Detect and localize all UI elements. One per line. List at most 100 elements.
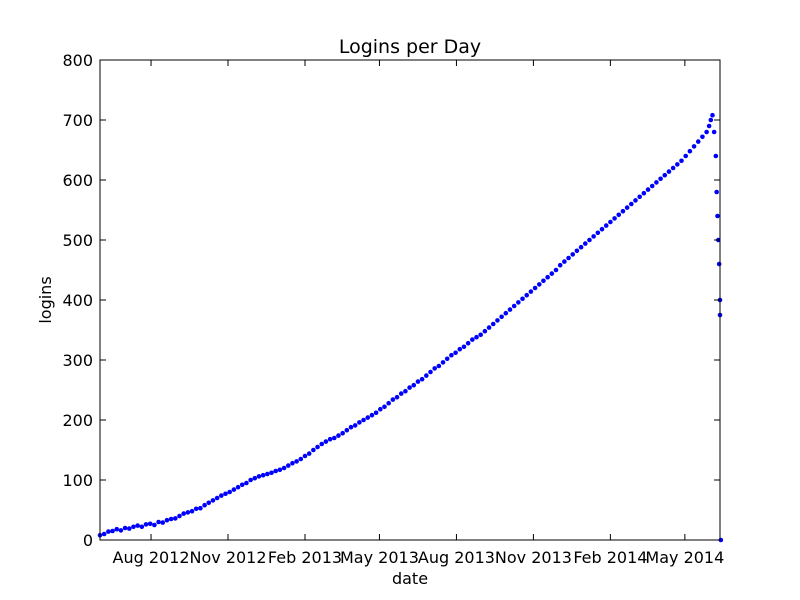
data-point (444, 356, 450, 362)
x-axis-label: date (392, 569, 428, 588)
data-point (645, 187, 651, 192)
data-point (562, 259, 567, 264)
y-tick-label: 100 (62, 471, 93, 490)
data-point (710, 112, 715, 118)
data-point (110, 528, 115, 534)
data-point (373, 410, 379, 416)
data-point (658, 176, 663, 182)
data-point (160, 520, 166, 525)
data-point (281, 465, 287, 471)
data-point (428, 369, 433, 375)
data-point (486, 325, 492, 330)
data-point (168, 516, 174, 522)
data-point (499, 314, 504, 320)
data-point (582, 241, 588, 246)
x-tick-label: Nov 2013 (495, 548, 572, 567)
x-tick-label: Feb 2013 (268, 548, 342, 567)
data-point (603, 223, 609, 228)
data-point (244, 480, 249, 486)
data-point (394, 394, 400, 400)
x-tick-label: May 2013 (340, 548, 419, 567)
data-point (595, 230, 601, 236)
data-point (139, 524, 145, 530)
data-point (319, 441, 325, 447)
data-point (122, 525, 128, 531)
data-point (453, 350, 458, 356)
y-tick-label: 0 (83, 531, 93, 550)
chart-title: Logins per Day (339, 36, 481, 58)
data-point (419, 376, 425, 382)
data-point (591, 234, 596, 239)
data-point (708, 117, 714, 123)
data-point (503, 310, 509, 316)
data-point (290, 460, 295, 466)
data-point (624, 205, 630, 210)
y-tick-label: 700 (62, 111, 93, 130)
data-point (106, 529, 111, 534)
x-tick-label: Feb 2014 (573, 548, 647, 567)
data-point (683, 153, 688, 159)
data-point (252, 475, 258, 481)
data-point (516, 300, 521, 305)
data-point (662, 172, 668, 178)
data-point (549, 271, 555, 276)
data-point (260, 472, 266, 478)
data-point (285, 463, 291, 468)
data-point (599, 226, 605, 232)
data-point (265, 471, 270, 477)
data-point (177, 513, 182, 519)
data-point (524, 292, 530, 298)
data-point (449, 352, 454, 358)
data-point (587, 237, 592, 243)
data-point (306, 451, 312, 456)
data-point (202, 502, 207, 508)
data-point (214, 495, 220, 501)
data-point (294, 459, 299, 464)
data-point (135, 523, 140, 528)
data-point (474, 334, 479, 340)
data-point (193, 506, 199, 512)
data-point (239, 482, 245, 488)
data-point (398, 391, 404, 396)
y-tick-label: 300 (62, 351, 93, 370)
data-point (691, 144, 697, 149)
data-point (670, 165, 676, 171)
data-point (131, 524, 136, 530)
data-point (340, 430, 345, 436)
y-tick-label: 400 (62, 291, 93, 310)
data-point (114, 526, 120, 532)
x-tick-label: Aug 2012 (113, 548, 190, 567)
x-tick-label: Nov 2012 (190, 548, 267, 567)
data-point (532, 285, 538, 291)
data-point (574, 248, 580, 254)
y-tick-label: 800 (62, 51, 93, 70)
data-point (210, 498, 216, 503)
data-point (553, 267, 559, 273)
data-point (248, 477, 253, 483)
y-tick-label: 600 (62, 171, 93, 190)
data-point (126, 526, 132, 531)
data-point (695, 139, 701, 144)
data-point (495, 318, 500, 323)
data-point (407, 385, 412, 390)
data-point (666, 169, 672, 174)
data-point (675, 162, 680, 167)
data-point (185, 510, 191, 515)
data-point (679, 158, 684, 164)
data-point (198, 505, 203, 511)
data-point (152, 522, 157, 528)
data-point (118, 528, 124, 533)
data-point (616, 212, 622, 218)
data-point (620, 208, 626, 214)
data-point (629, 201, 634, 207)
data-point (536, 282, 542, 287)
data-point (557, 262, 563, 268)
data-point (440, 360, 446, 365)
data-point (403, 388, 408, 394)
data-point (411, 382, 417, 388)
data-point (382, 404, 387, 410)
data-point (608, 219, 613, 225)
data-point (706, 123, 712, 129)
data-point (711, 129, 717, 135)
